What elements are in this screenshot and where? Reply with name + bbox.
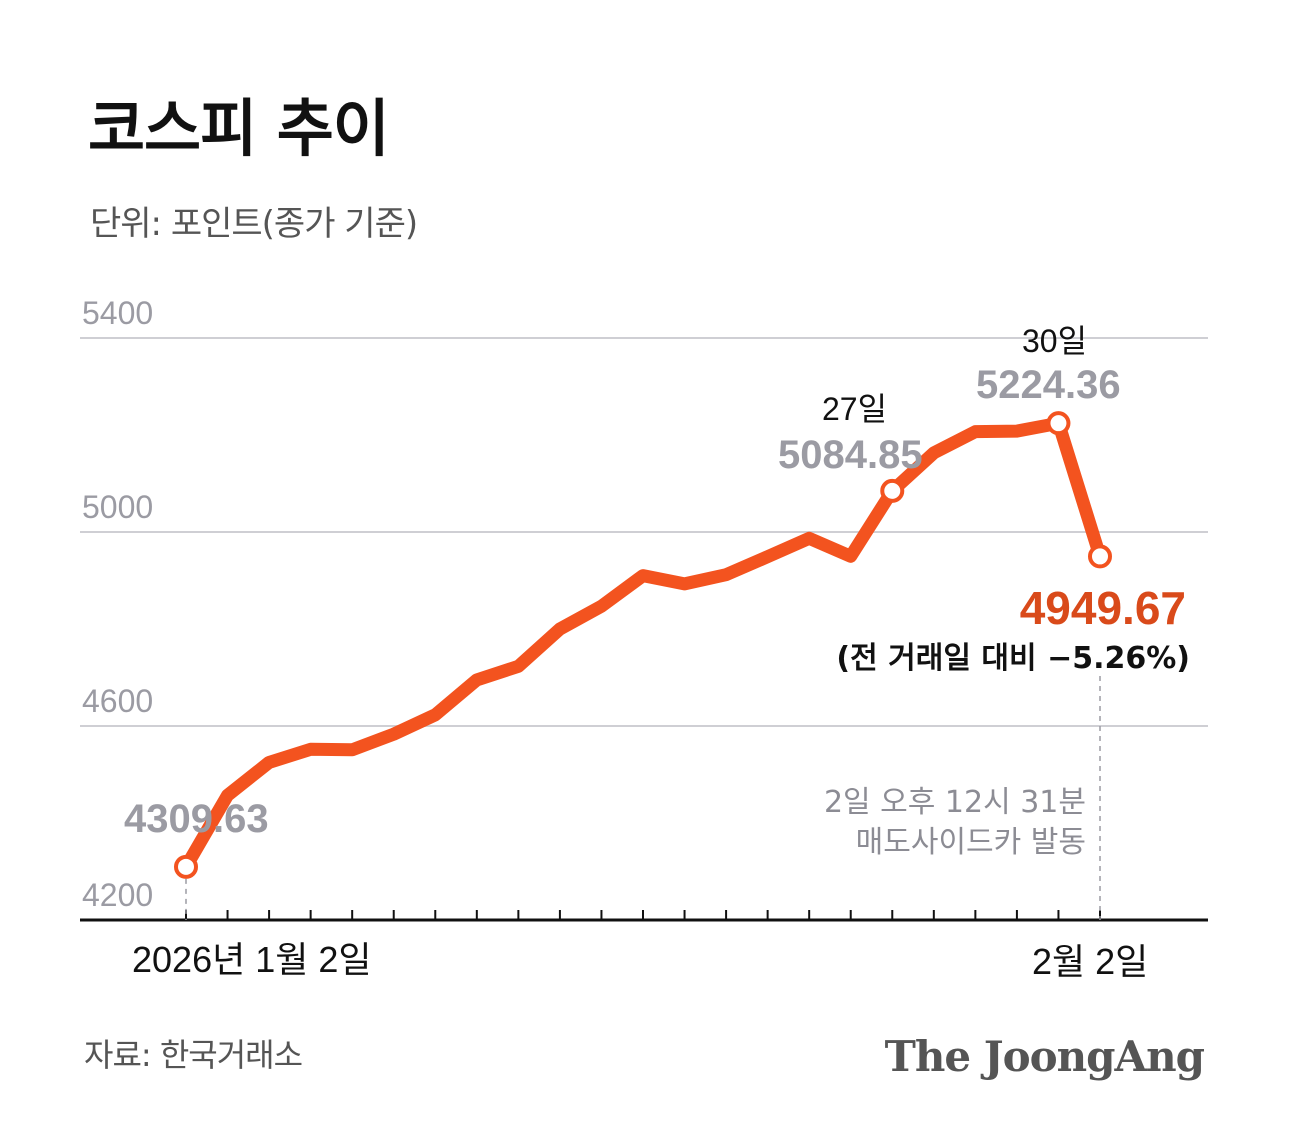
x-axis [80,910,1208,922]
kospi-series-line [179,416,1107,874]
marker-point-21 [1046,411,1071,436]
y-tick-label-4600: 4600 [82,683,153,719]
series-line [179,416,1107,874]
data-label-start: 4309.63 [124,797,269,841]
chart-title: 코스피 추이 [88,92,390,165]
data-label-last: 4949.67 [1020,582,1186,634]
y-tick-label-5400: 5400 [82,295,153,331]
change-label-last: (전 거래일 대비 −5.26%) [836,641,1190,676]
marker-point-17 [880,478,905,503]
sidecar-note-line-2: 매도사이드카 발동 [856,825,1086,860]
marker-point-22 [1088,544,1112,569]
annotation-layer [185,676,1101,920]
y-tick-label-4200: 4200 [82,877,153,913]
marker-point-0 [174,854,198,879]
point-markers [174,411,1112,879]
date-label-30: 30일 [1022,323,1087,359]
x-label-start: 2026년 1월 2일 [132,939,372,980]
date-label-27: 27일 [822,391,887,427]
labels: 4200 4600 5000 5400 2026년 1월 2일 2월 2일 4309.63 2… [82,295,1190,982]
data-label-27: 5084.85 [778,433,923,477]
gridlines [80,337,1208,727]
unit-label: 단위: 포인트(종가 기준) [90,204,418,244]
data-label-30: 5224.36 [976,363,1121,407]
brand-logo: The JoongAng [884,1032,1205,1081]
source-note: 자료: 한국거래소 [84,1036,303,1074]
y-tick-label-5000: 5000 [82,489,153,525]
sidecar-note-line-1: 2일 오후 12시 31분 [824,785,1086,820]
x-label-end: 2월 2일 [1032,941,1148,982]
